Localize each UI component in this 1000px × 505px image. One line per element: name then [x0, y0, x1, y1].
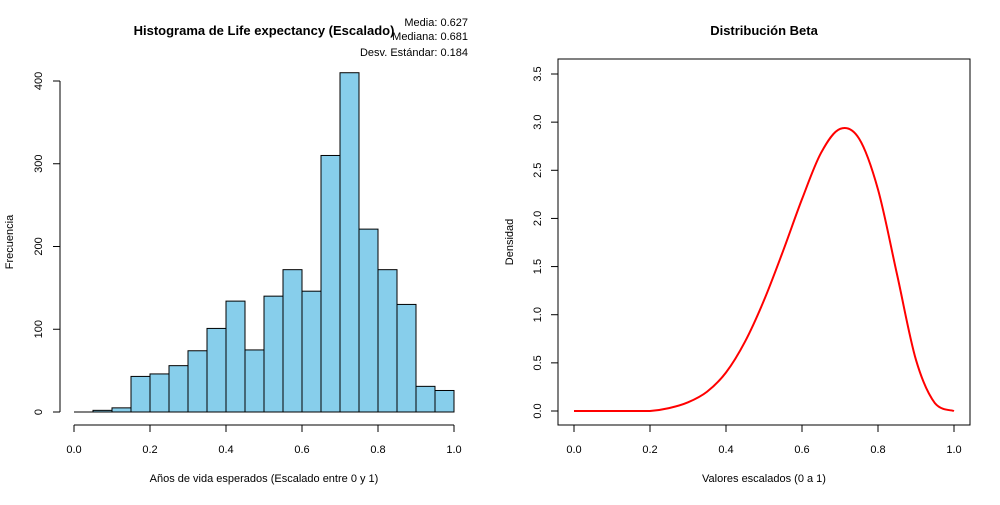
stat-median: Mediana: 0.681 — [392, 31, 468, 43]
beta-plot-box — [557, 58, 971, 426]
y-tick-label: 2.0 — [532, 211, 544, 226]
histogram-y-axis: 0 100 200 300 400 — [33, 72, 61, 415]
x-tick-label: 0.0 — [66, 444, 81, 456]
histogram-bar — [225, 300, 246, 413]
histogram-x-label: Años de vida esperados (Escalado entre 0… — [150, 473, 379, 485]
beta-density-line — [573, 126, 955, 412]
histogram-bars — [74, 72, 455, 413]
beta-y-label: Densidad — [504, 219, 516, 265]
stat-mean: Media: 0.627 — [404, 17, 468, 29]
y-tick-label: 1.0 — [532, 307, 544, 322]
histogram-bar — [415, 385, 436, 413]
histogram-title: Histograma de Life expectancy (Escalado) — [134, 23, 395, 38]
y-tick-label: 1.5 — [532, 259, 544, 274]
y-tick-label: 100 — [33, 320, 45, 338]
histogram-x-axis: 0.0 0.2 0.4 0.6 0.8 1.0 — [66, 424, 462, 456]
x-tick-label: 0.6 — [794, 444, 809, 456]
histogram-bar — [301, 290, 322, 413]
beta-x-axis: 0.0 0.2 0.4 0.6 0.8 1.0 — [566, 424, 962, 456]
histogram-bar — [187, 350, 208, 413]
x-tick-label: 0.2 — [142, 444, 157, 456]
beta-x-label: Valores escalados (0 a 1) — [702, 473, 826, 485]
stat-stddev: Desv. Estándar: 0.184 — [360, 47, 468, 59]
histogram-bar — [168, 365, 189, 413]
x-tick-label: 0.6 — [294, 444, 309, 456]
x-tick-label: 0.0 — [566, 444, 581, 456]
y-tick-label: 200 — [33, 237, 45, 255]
histogram-bar — [339, 72, 360, 413]
y-tick-label: 3.0 — [532, 114, 544, 129]
x-tick-label: 0.8 — [870, 444, 885, 456]
x-tick-label: 1.0 — [946, 444, 961, 456]
histogram-bar — [434, 389, 455, 413]
histogram-bar — [263, 295, 284, 413]
histogram-panel: Histograma de Life expectancy (Escalado)… — [4, 17, 468, 485]
y-tick-label: 300 — [33, 155, 45, 173]
histogram-bar — [377, 269, 398, 413]
x-tick-label: 1.0 — [446, 444, 461, 456]
y-tick-label: 400 — [33, 72, 45, 90]
histogram-bar — [358, 228, 379, 413]
y-tick-label: 0.0 — [532, 403, 544, 418]
x-tick-label: 0.4 — [718, 444, 733, 456]
histogram-bar — [396, 303, 417, 413]
x-tick-label: 0.2 — [642, 444, 657, 456]
x-tick-label: 0.8 — [370, 444, 385, 456]
x-tick-label: 0.4 — [218, 444, 233, 456]
y-tick-label: 2.5 — [532, 163, 544, 178]
histogram-bar — [149, 373, 170, 413]
beta-title: Distribución Beta — [710, 23, 818, 38]
histogram-bar — [92, 409, 113, 413]
beta-y-axis: 0.0 0.5 1.0 1.5 2.0 2.5 3.0 3.5 — [532, 66, 558, 419]
histogram-bar — [320, 154, 341, 413]
beta-panel: Distribución Beta 0.0 0.2 0.4 0.6 0.8 1.0 0.0… — [504, 23, 971, 485]
histogram-bar — [282, 269, 303, 413]
y-tick-label: 0 — [33, 409, 45, 415]
histogram-bar — [130, 375, 151, 413]
y-tick-label: 0.5 — [532, 355, 544, 370]
histogram-bar — [111, 407, 132, 413]
histogram-y-label: Frecuencia — [4, 214, 16, 269]
histogram-bar — [244, 349, 265, 413]
y-tick-label: 3.5 — [532, 66, 544, 81]
histogram-bar — [206, 327, 227, 413]
